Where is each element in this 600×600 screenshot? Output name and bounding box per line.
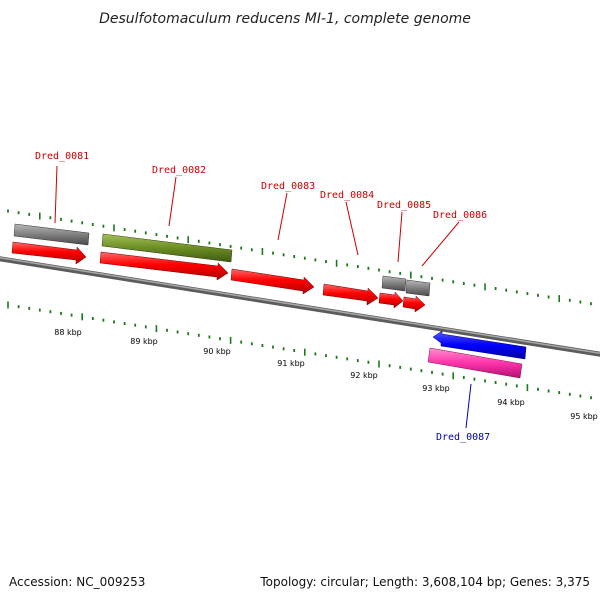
scale-label: 93 kbp (422, 384, 450, 393)
gene-dred-0087-box[interactable] (427, 347, 523, 379)
gene-label-dred-0087[interactable]: Dred_0087 (436, 432, 490, 443)
scale-label: 91 kbp (277, 359, 305, 368)
gene-dred-0082-box[interactable] (101, 233, 233, 263)
gene-dred-0083-arrow[interactable] (230, 268, 315, 295)
gene-labels: Dred_0081 Dred_0082 Dred_0083 Dred_0084 … (35, 151, 490, 443)
map-title: Desulfotomaculum reducens MI-1, complete… (99, 11, 471, 27)
gene-label-dred-0084[interactable]: Dred_0084 (320, 190, 374, 201)
gene-dred-0086-arrow[interactable] (402, 295, 426, 313)
tick-marks (7, 209, 592, 400)
gene-features (11, 223, 527, 379)
gene-dred-0087-arrow[interactable] (432, 330, 527, 360)
label-leaders (54, 165, 472, 429)
scale-label: 94 kbp (497, 398, 525, 407)
genome-backbone (0, 256, 600, 357)
gene-dred-0085-box[interactable] (381, 275, 407, 292)
gene-label-dred-0081[interactable]: Dred_0081 (35, 151, 89, 162)
gene-dred-0082-arrow[interactable] (99, 251, 229, 281)
gene-label-dred-0085[interactable]: Dred_0085 (377, 200, 431, 211)
gene-dred-0086-box[interactable] (405, 279, 431, 297)
scale-label: 92 kbp (350, 371, 378, 380)
gene-dred-0085-arrow[interactable] (378, 291, 404, 309)
gene-dred-0084-arrow[interactable] (322, 283, 379, 306)
gene-label-dred-0083[interactable]: Dred_0083 (261, 181, 315, 192)
gene-dred-0081-arrow[interactable] (11, 241, 87, 265)
scale-label: 90 kbp (203, 347, 231, 356)
scale-label: 88 kbp (54, 328, 82, 337)
scale-labels: 88 kbp 89 kbp 90 kbp 91 kbp 92 kbp 93 kb… (54, 328, 598, 421)
accession-text: Accession: NC_009253 (9, 575, 145, 589)
scale-label: 89 kbp (130, 337, 158, 346)
scale-label: 95 kbp (570, 412, 598, 421)
topology-text: Topology: circular; Length: 3,608,104 bp… (259, 575, 590, 589)
gene-dred-0081-box[interactable] (13, 223, 90, 246)
gene-label-dred-0086[interactable]: Dred_0086 (433, 210, 487, 221)
gene-label-dred-0082[interactable]: Dred_0082 (152, 165, 206, 176)
